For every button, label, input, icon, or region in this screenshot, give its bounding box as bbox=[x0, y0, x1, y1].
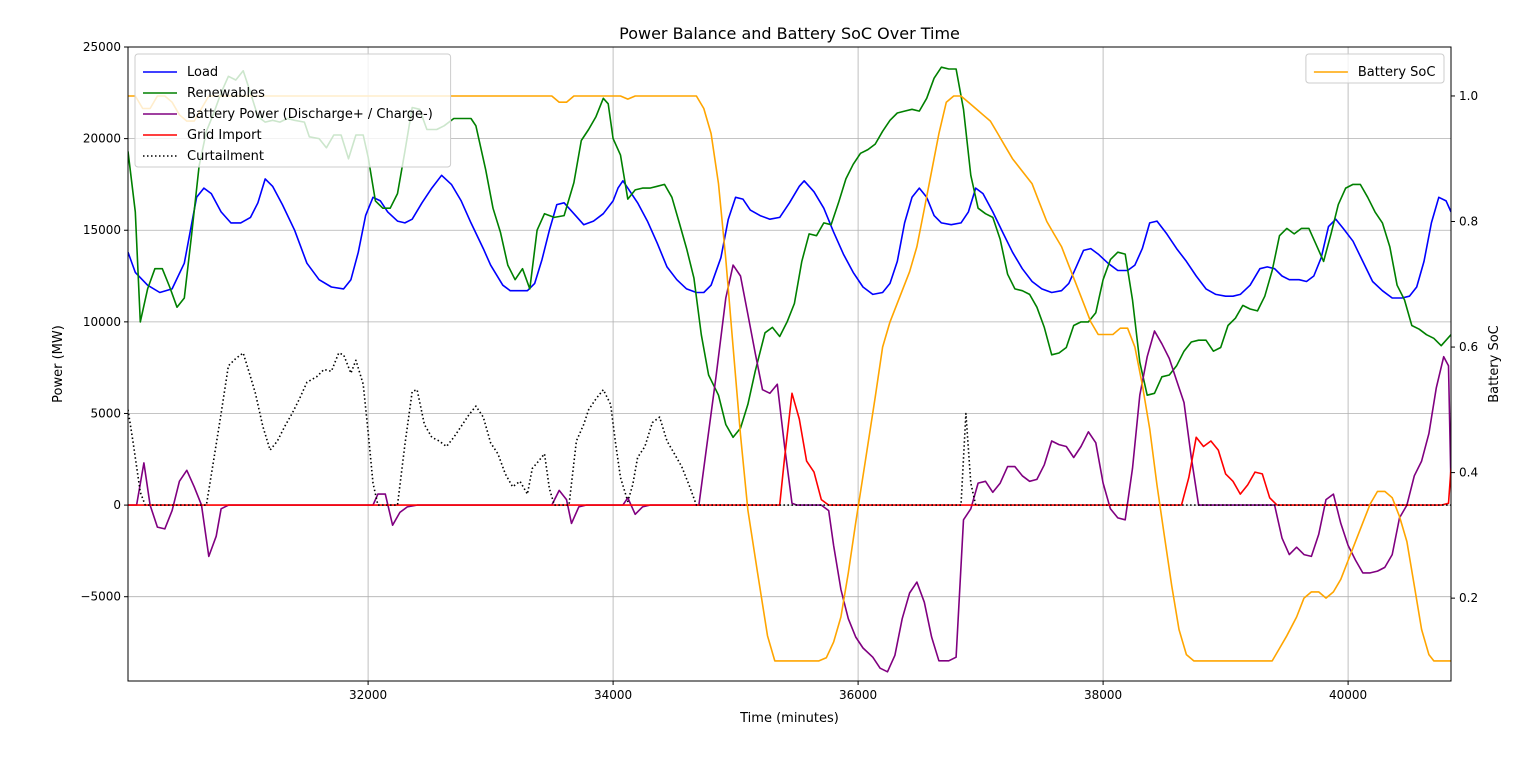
plot-area-frame bbox=[127, 46, 1452, 682]
x-tick-label: 36000 bbox=[839, 688, 877, 702]
legend-box bbox=[134, 53, 452, 168]
legend-label: Curtailment bbox=[187, 149, 264, 164]
x-axis-label: Time (minutes) bbox=[739, 711, 839, 726]
legend-box bbox=[1305, 53, 1445, 84]
legend-label: Battery Power (Discharge+ / Charge-) bbox=[187, 107, 433, 122]
y-tick-label: 25000 bbox=[83, 40, 121, 54]
legend-left: Load Renewables Battery Power (Discharge+ … bbox=[134, 53, 452, 168]
y2-tick-label: 0.6 bbox=[1459, 340, 1478, 354]
y2-axis-label: Battery SoC bbox=[1487, 325, 1502, 403]
series-line-battery-soc bbox=[128, 95, 1451, 662]
x-tick-label: 38000 bbox=[1084, 688, 1122, 702]
legend-label: Grid Import bbox=[187, 128, 262, 143]
y2-tick-label: 0.8 bbox=[1459, 215, 1478, 229]
chart-title: Power Balance and Battery SoC Over Time bbox=[619, 24, 960, 43]
axes: 32000 34000 36000 38000 40000 −5000 0 5000 10000… bbox=[80, 40, 1478, 702]
legend-label: Load bbox=[187, 65, 218, 80]
legend-label: Renewables bbox=[187, 86, 265, 101]
x-tick-label: 40000 bbox=[1329, 688, 1367, 702]
y-tick-label: 15000 bbox=[83, 223, 121, 237]
legend-label: Battery SoC bbox=[1358, 65, 1436, 80]
y-tick-label: 10000 bbox=[83, 315, 121, 329]
y2-tick-label: 1.0 bbox=[1459, 89, 1478, 103]
x-tick-label: 32000 bbox=[349, 688, 387, 702]
y-tick-label: −5000 bbox=[80, 590, 121, 604]
y-tick-label: 5000 bbox=[90, 406, 121, 420]
legend-right: Battery SoC bbox=[1305, 53, 1445, 84]
series-line-load bbox=[128, 174, 1451, 299]
x-tick-label: 34000 bbox=[594, 688, 632, 702]
y-tick-label: 0 bbox=[113, 498, 121, 512]
y2-tick-label: 0.4 bbox=[1459, 466, 1478, 480]
series-line-grid-import bbox=[128, 392, 1451, 506]
y-axis-label: Power (MW) bbox=[51, 325, 66, 403]
y-tick-label: 20000 bbox=[83, 132, 121, 146]
y2-tick-label: 0.2 bbox=[1459, 591, 1478, 605]
